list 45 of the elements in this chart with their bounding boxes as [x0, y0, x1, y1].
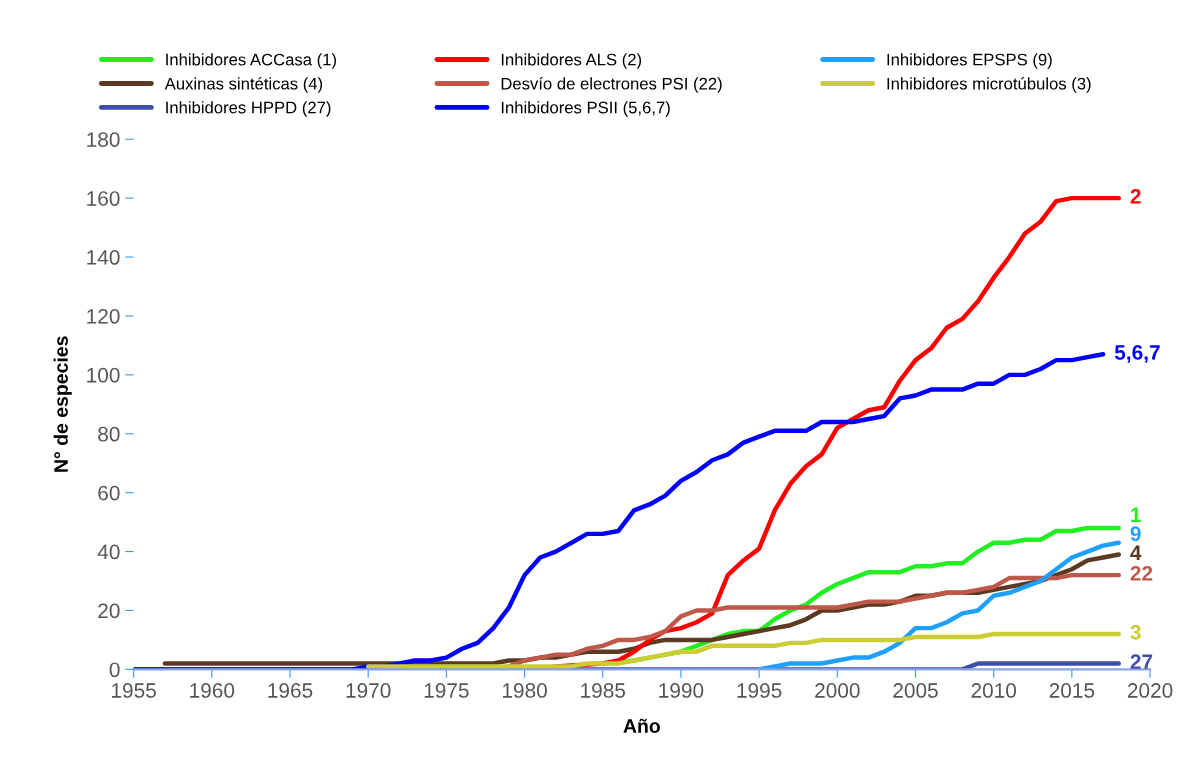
annotation: 3: [1130, 624, 1141, 640]
legend-label: Auxinas sintéticas (4): [164, 77, 323, 93]
y-tick-label: 120: [87, 308, 120, 324]
annotation: 2: [1130, 188, 1141, 204]
y-tick-label: 40: [97, 544, 120, 560]
x-axis-title: Año: [623, 718, 660, 733]
x-tick-label: 1960: [190, 683, 235, 698]
legend-label: Inhibidores ACCasa (1): [166, 53, 336, 69]
x-tick-label: 2020: [1127, 683, 1173, 698]
y-tick-label: 20: [98, 603, 120, 619]
y-tick-label: 100: [87, 367, 120, 383]
y-tick-label: 140: [87, 250, 120, 265]
y-tick-label: 180: [87, 132, 120, 147]
x-tick-label: 1955: [112, 683, 156, 698]
x-tick-label: 2015: [1049, 683, 1095, 698]
legend-label: Inhibidores microtúbulos (3): [887, 77, 1091, 93]
y-axis-title: N° de especies: [53, 336, 72, 472]
legend-label: Inhibidores EPSPS (9): [887, 53, 1052, 69]
x-tick-label: 1975: [424, 683, 469, 698]
x-tick-label: 1970: [346, 683, 391, 698]
x-tick-label: 2010: [971, 683, 1017, 698]
x-tick-label: 1995: [737, 683, 782, 698]
x-tick-label: 2000: [815, 683, 860, 698]
annotation: 5,6,7: [1114, 345, 1160, 363]
x-tick-label: 1990: [659, 683, 704, 698]
x-tick-label: 1980: [502, 683, 547, 698]
legend-label: Inhibidores ALS (2): [501, 53, 642, 69]
annotation: 22: [1130, 565, 1153, 581]
line-series: [365, 631, 1121, 669]
x-tick-label: 1965: [268, 683, 313, 698]
line-series: [756, 540, 1121, 670]
legend-label: Inhibidores PSII (5,6,7): [501, 101, 670, 117]
annotation: 9: [1130, 526, 1141, 542]
legend-label: Inhibidores HPPD (27): [166, 101, 331, 117]
y-tick-label: 60: [98, 485, 120, 501]
x-tick-label: 2005: [893, 683, 938, 698]
annotation: 27: [1130, 654, 1153, 669]
line-series: [133, 352, 1106, 670]
y-tick-label: 0: [109, 662, 120, 678]
annotation: 4: [1130, 545, 1142, 560]
y-tick-label: 80: [98, 426, 120, 442]
x-tick-label: 1985: [581, 683, 626, 698]
legend-label: Desvío de electrones PSI (22): [501, 77, 722, 93]
y-tick-label: 160: [87, 191, 120, 206]
annotation: 1: [1131, 507, 1141, 522]
